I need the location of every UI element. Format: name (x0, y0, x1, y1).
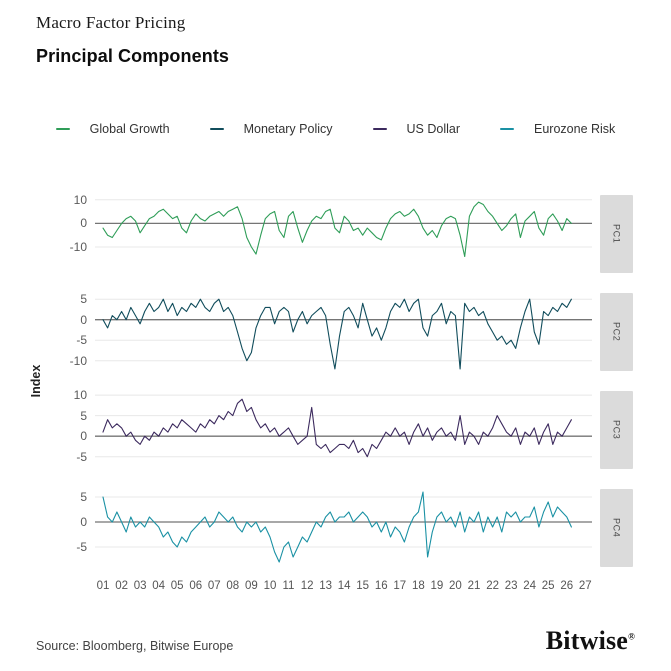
facet-strip-label: PC4 (611, 518, 622, 538)
x-tick-label: 04 (152, 580, 166, 592)
line-plot-pc3 (95, 394, 592, 458)
legend-item-global-growth: Global Growth (55, 122, 170, 136)
x-tick-label: 21 (467, 580, 481, 592)
y-tick-label: -10 (69, 354, 87, 368)
y-tick-label: 5 (80, 292, 87, 306)
panel-pc2: 5 0 -5 -10 PC2 (36, 292, 634, 371)
x-tick-label: 26 (560, 580, 574, 592)
y-tick-label: 0 (80, 515, 87, 529)
x-tick-label: 23 (504, 580, 518, 592)
x-tick-label: 03 (133, 580, 147, 592)
x-tick-label: 19 (430, 580, 444, 592)
panel-pc3: 10 5 0 -5 PC3 (36, 388, 634, 469)
source-attribution: Source: Bloomberg, Bitwise Europe (36, 639, 234, 653)
x-tick-label: 11 (282, 580, 295, 592)
x-tick-label: 12 (300, 580, 314, 592)
chart-eyebrow-title: Macro Factor Pricing (36, 13, 186, 32)
legend-item-us-dollar: US Dollar (372, 122, 461, 136)
x-tick-label: 17 (393, 580, 407, 592)
legend-dash-icon (372, 128, 387, 130)
chart-title: Principal Components (36, 46, 230, 66)
y-tick-label: -10 (69, 240, 87, 254)
legend-item-eurozone-risk: Eurozone Risk (500, 122, 615, 136)
x-tick-label: 20 (448, 580, 462, 592)
y-tick-label: -5 (76, 540, 87, 554)
series-line-pc3 (102, 398, 572, 458)
facet-strip-pc1: PC1 (600, 195, 633, 273)
x-tick-label: 08 (226, 580, 240, 592)
y-axis-ticks: 10 5 0 -5 (36, 388, 95, 469)
y-tick-label: 10 (73, 388, 87, 402)
x-tick-label: 15 (356, 580, 370, 592)
x-tick-label: 09 (244, 580, 258, 592)
y-tick-label: 0 (80, 313, 87, 327)
facet-strip-label: PC3 (611, 420, 622, 440)
legend-dash-icon (55, 128, 70, 130)
legend-label: US Dollar (406, 122, 461, 136)
x-tick-label: 10 (263, 580, 277, 592)
x-tick-label: 24 (523, 580, 537, 592)
x-tick-label: 27 (578, 580, 592, 592)
legend: Global Growth Monetary Policy US Dollar … (0, 122, 671, 136)
facet-strip-pc2: PC2 (600, 293, 633, 371)
x-tick-label: 22 (486, 580, 499, 592)
legend-item-monetary-policy: Monetary Policy (209, 122, 333, 136)
y-axis-ticks: 5 0 -5 -10 (36, 292, 95, 371)
x-tick-label: 16 (374, 580, 388, 592)
panel-pc4: 5 0 -5 PC4 (36, 489, 634, 567)
legend-label: Eurozone Risk (534, 122, 616, 136)
x-tick-label: 13 (319, 580, 332, 592)
series-line-pc2 (102, 298, 572, 370)
facet-strip-pc4: PC4 (600, 489, 633, 567)
x-tick-label: 18 (411, 580, 425, 592)
x-axis-ticks: 01 02 03 04 05 06 07 08 09 10 11 12 13 14 15 16 17 18 19 20… (95, 580, 592, 596)
y-axis-ticks: 10 0 -10 (36, 193, 95, 273)
x-tick-label: 01 (96, 580, 110, 592)
facet-strip-pc3: PC3 (600, 391, 633, 469)
line-plot-pc1 (95, 199, 592, 258)
legend-dash-icon (209, 128, 224, 130)
legend-dash-icon (500, 128, 515, 130)
y-tick-label: 5 (80, 490, 87, 504)
bitwise-logo: Bitwise® (546, 626, 635, 656)
y-tick-label: 10 (73, 193, 87, 207)
x-tick-label: 25 (541, 580, 555, 592)
y-tick-label: -5 (76, 333, 87, 347)
chart-area: 10 0 -10 PC1 5 0 -5 -10 PC2 10 5 0 -5 PC3 5 0 -5 P… (36, 193, 634, 567)
registered-mark: ® (628, 631, 635, 642)
logo-text: Bitwise (545, 626, 629, 655)
legend-label: Global Growth (89, 122, 170, 136)
y-tick-label: 5 (80, 409, 87, 423)
series-line-pc4 (102, 491, 572, 563)
x-tick-label: 02 (115, 580, 128, 592)
legend-label: Monetary Policy (243, 122, 333, 136)
y-tick-label: 0 (80, 216, 87, 230)
x-tick-label: 07 (207, 580, 221, 592)
x-tick-label: 06 (189, 580, 203, 592)
x-tick-label: 14 (337, 580, 351, 592)
facet-strip-label: PC2 (611, 322, 622, 342)
line-plot-pc4 (95, 491, 592, 563)
panel-pc1: 10 0 -10 PC1 (36, 193, 634, 273)
y-tick-label: -5 (76, 450, 87, 464)
y-axis-ticks: 5 0 -5 (36, 489, 95, 567)
y-tick-label: 0 (80, 429, 87, 443)
series-line-pc1 (102, 201, 572, 258)
x-tick-label: 05 (170, 580, 184, 592)
facet-strip-label: PC1 (611, 224, 622, 244)
line-plot-pc2 (95, 298, 592, 370)
